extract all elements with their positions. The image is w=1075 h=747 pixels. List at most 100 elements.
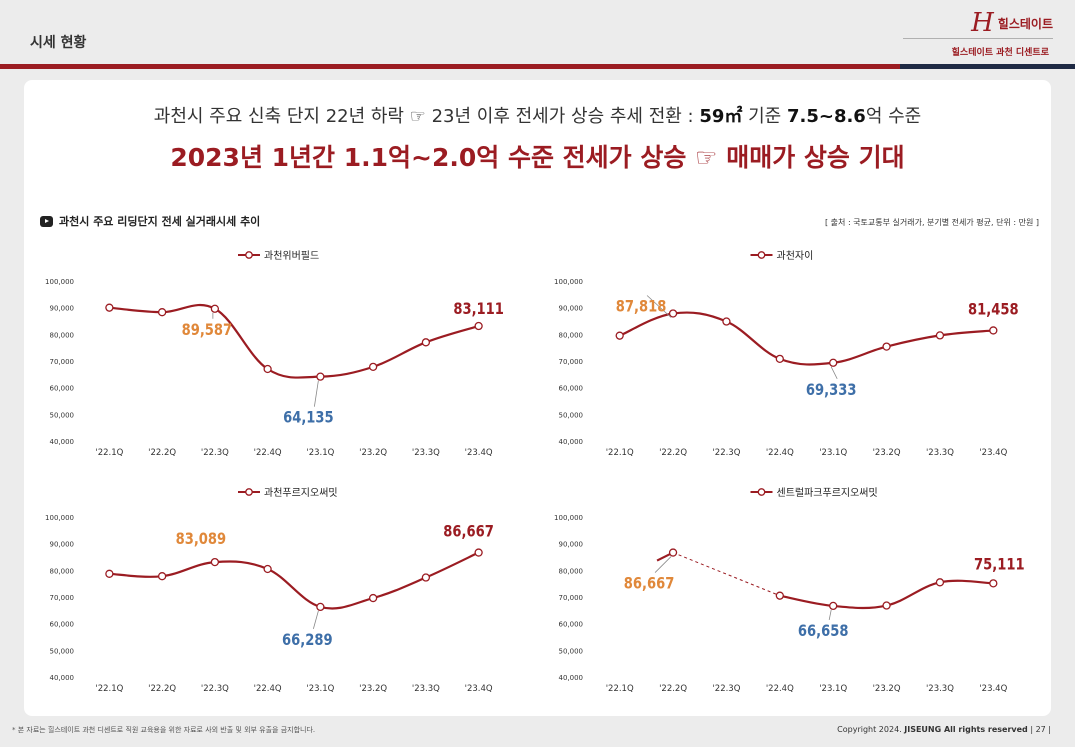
data-point (263, 564, 272, 574)
data-point (829, 601, 838, 611)
data-point (421, 573, 431, 582)
y-tick-label: 90,000 (50, 305, 75, 313)
x-tick-label: '22.2Q (148, 448, 176, 458)
play-icon (40, 215, 53, 227)
headline-size: 59㎡ (699, 106, 743, 127)
x-tick-label: '23.3Q (926, 448, 954, 458)
legend-marker (757, 488, 766, 496)
charts-title: 과천시 주요 리딩단지 전세 실거래시세 추이 (40, 213, 260, 229)
x-tick-label: '22.2Q (659, 448, 687, 458)
data-label: 69,333 (806, 381, 857, 400)
headline-summary: 과천시 주요 신축 단지 22년 하락 ☞ 23년 이후 전세가 상승 추세 전… (24, 102, 1051, 128)
x-tick-label: '22.1Q (606, 448, 634, 458)
headline-summary-text: 과천시 주요 신축 단지 22년 하락 ☞ 23년 이후 전세가 상승 추세 전… (153, 106, 700, 127)
data-point (210, 557, 220, 567)
y-tick-label: 90,000 (559, 305, 584, 313)
annotation-leader (646, 295, 672, 318)
x-tick-label: '23.3Q (412, 684, 440, 694)
section-title: 시세 현황 (30, 35, 87, 51)
data-point (829, 358, 838, 367)
data-point (882, 601, 891, 610)
logo-divider (903, 38, 1053, 39)
data-point (157, 572, 167, 581)
data-point (263, 364, 272, 374)
x-tick-label: '22.4Q (254, 448, 282, 458)
legend-marker (245, 488, 253, 496)
legend-label: 센트럴파크푸르지오써밋 (777, 486, 878, 499)
y-tick-label: 100,000 (45, 278, 74, 286)
y-tick-label: 50,000 (559, 411, 584, 419)
data-label: 86,667 (443, 522, 494, 541)
annotation-leader (312, 610, 319, 630)
data-point (421, 338, 431, 347)
data-point (368, 593, 378, 603)
x-tick-label: '23.1Q (819, 448, 847, 458)
annotation-leader (830, 366, 838, 379)
headline-main: 2023년 1년간 1.1억~2.0억 수준 전세가 상승 ☞ 매매가 상승 기… (170, 143, 905, 172)
y-tick-label: 40,000 (559, 438, 584, 446)
y-tick-label: 70,000 (50, 358, 75, 366)
x-tick-label: '23.1Q (306, 684, 334, 694)
x-tick-label: '23.1Q (306, 448, 334, 458)
sub-brand: 힐스테이트 과천 디센트로 (951, 48, 1049, 58)
legend-label: 과천자이 (777, 250, 814, 262)
top-bar: 시세 현황 H 힐스테이트 힐스테이트 과천 디센트로 (0, 0, 1075, 70)
y-tick-label: 60,000 (50, 621, 75, 629)
x-tick-label: '23.3Q (412, 448, 440, 458)
source-note: [ 출처 : 국토교통부 실거래가, 분기별 전세가 평균, 단위 : 만원 ] (825, 218, 1039, 227)
data-point (882, 342, 891, 351)
series-gap-line (672, 552, 780, 597)
logo-mark-icon: H (971, 8, 994, 38)
y-tick-label: 50,000 (50, 411, 75, 419)
x-tick-label: '22.1Q (95, 684, 123, 694)
y-tick-label: 100,000 (45, 514, 74, 522)
data-point (210, 304, 220, 313)
x-tick-label: '22.4Q (254, 684, 282, 694)
content-card: 과천시 주요 신축 단지 22년 하락 ☞ 23년 이후 전세가 상승 추세 전… (24, 80, 1051, 716)
data-point (105, 303, 114, 312)
y-tick-label: 80,000 (50, 331, 75, 339)
x-tick-label: '23.2Q (359, 684, 387, 694)
x-tick-label: '22.3Q (201, 448, 229, 458)
annotation-leader (828, 609, 832, 620)
legend-label: 과천푸르지오써밋 (264, 487, 338, 499)
header-band-red (0, 64, 900, 69)
legend-marker (245, 251, 253, 259)
x-tick-label: '22.1Q (95, 448, 123, 458)
data-label: 66,289 (282, 631, 333, 650)
x-tick-label: '23.4Q (979, 684, 1007, 694)
headline-unit: 억 수준 (865, 106, 922, 127)
logo-text: 힐스테이트 (997, 16, 1053, 31)
y-tick-label: 50,000 (50, 647, 75, 655)
y-tick-label: 80,000 (50, 567, 75, 575)
data-label: 89,587 (182, 321, 233, 340)
data-point (775, 591, 784, 600)
y-tick-label: 70,000 (559, 358, 584, 366)
data-point (668, 548, 678, 557)
series-line (109, 303, 479, 379)
y-tick-label: 90,000 (559, 541, 584, 549)
copyright: Copyright 2024. JISEUNG All rights reser… (837, 725, 1051, 734)
y-tick-label: 70,000 (559, 594, 584, 602)
legend-label: 과천위버필드 (264, 249, 319, 262)
copyright-prefix: Copyright 2024. (837, 725, 905, 734)
data-label: 83,089 (176, 530, 227, 549)
annotation-leader (654, 556, 672, 573)
x-tick-label: '23.1Q (819, 684, 847, 694)
x-tick-label: '23.2Q (359, 448, 387, 458)
data-point (935, 331, 945, 340)
annotation-leader (313, 380, 319, 407)
data-point (668, 309, 678, 318)
data-label: 87,818 (616, 297, 667, 316)
x-tick-label: '23.4Q (465, 448, 493, 458)
series-line (619, 311, 994, 366)
x-tick-label: '22.2Q (148, 684, 176, 694)
x-tick-label: '23.4Q (465, 684, 493, 694)
footer-note: * 본 자료는 힐스테이트 과천 디센트로 직원 교육용을 위한 자료로 사외 … (12, 726, 316, 734)
data-label: 64,135 (283, 408, 334, 427)
y-tick-label: 80,000 (559, 331, 584, 339)
data-point (474, 321, 483, 331)
y-tick-label: 60,000 (559, 621, 584, 629)
